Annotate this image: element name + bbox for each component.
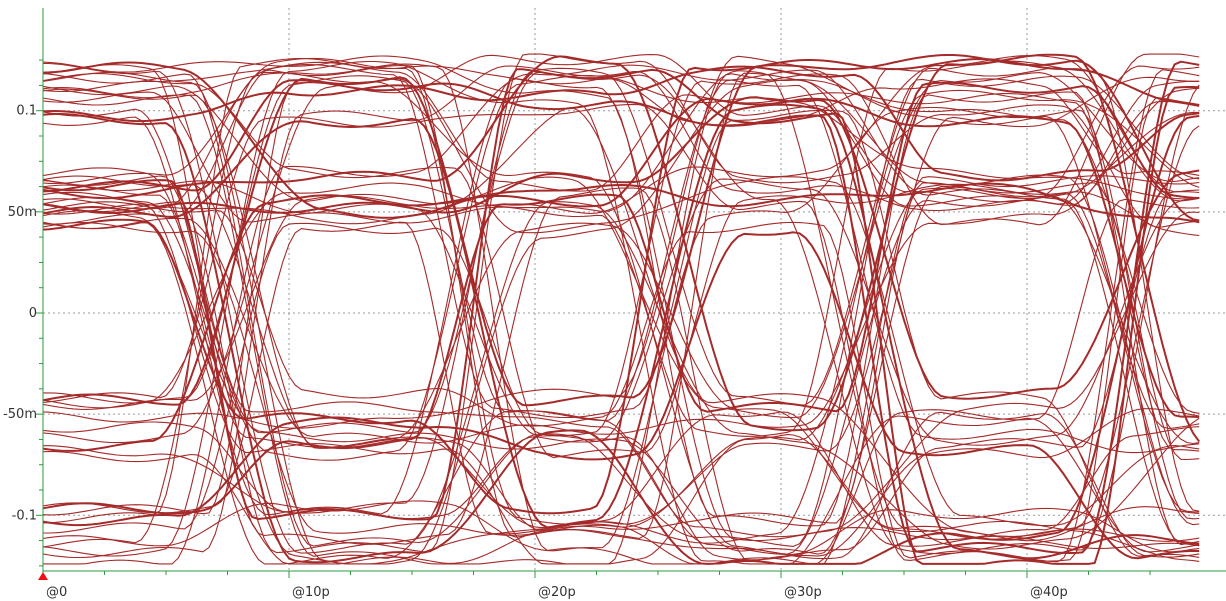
x-tick-label: @20p [538, 585, 576, 600]
waveform-trace [42, 175, 1200, 541]
waveform-trace [43, 64, 1200, 565]
waveform-trace [42, 87, 1200, 444]
waveform-trace [42, 55, 1200, 430]
waveform-trace [42, 81, 1200, 515]
waveform-trace [42, 411, 1200, 565]
x-tick-label: @10p [292, 585, 330, 600]
waveform-trace [42, 191, 1200, 561]
waveform-trace [43, 67, 1200, 514]
waveform-trace [42, 54, 1200, 516]
tick-labels: @0 @10p @20p @30p @40p -0.1 -50m 0 50m 0.1 [3, 104, 1068, 600]
waveform-trace [42, 54, 1200, 410]
waveform-trace [42, 106, 1200, 552]
y-tick-label: -0.1 [12, 508, 37, 523]
waveform-trace [42, 63, 1200, 565]
waveform-trace [42, 65, 1200, 559]
waveform-trace [42, 72, 1200, 419]
waveform-trace [42, 73, 1200, 565]
waveform-trace [42, 231, 1200, 560]
waveform-trace [42, 78, 1200, 542]
waveform-trace [42, 96, 1200, 400]
waveform-trace [42, 79, 1200, 565]
x-tick-label: @30p [784, 585, 822, 600]
waveform-trace [42, 103, 1200, 560]
waveform-trace [42, 72, 1200, 547]
axes [36, 8, 1226, 580]
waveform-trace [43, 53, 1200, 534]
waveform-trace [42, 64, 1200, 563]
waveform-trace [42, 69, 1200, 563]
waveform-trace [43, 70, 1200, 542]
waveform-trace [42, 182, 1200, 532]
waveform-trace [42, 55, 1200, 546]
waveform-trace [42, 71, 1200, 555]
waveform-trace [42, 113, 1200, 565]
waveform-trace [42, 71, 1200, 548]
x-tick-label: @40p [1030, 585, 1068, 600]
waveform-trace [42, 76, 1200, 529]
waveform-trace [42, 75, 1200, 555]
grid-lines [43, 8, 1226, 571]
waveform-traces [42, 53, 1201, 565]
y-tick-label: 0 [29, 306, 37, 321]
waveform-trace [42, 89, 1200, 565]
waveform-trace [42, 62, 1200, 554]
y-tick-label: 50m [8, 205, 37, 220]
waveform-trace [42, 88, 1200, 537]
x-tick-label: @0 [46, 585, 67, 600]
y-tick-label: 0.1 [16, 104, 37, 119]
waveform-trace [42, 61, 1200, 452]
y-tick-label: -50m [3, 407, 37, 422]
origin-marker-icon [38, 572, 48, 580]
waveform-trace [42, 81, 1200, 555]
waveform-trace [42, 73, 1200, 459]
waveform-trace [42, 111, 1200, 536]
